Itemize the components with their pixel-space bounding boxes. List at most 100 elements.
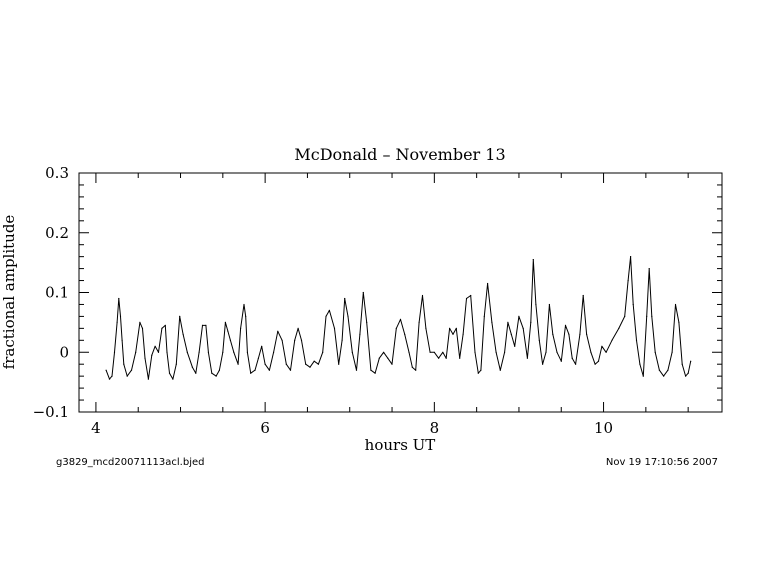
data-point (560, 360, 562, 362)
data-point (674, 303, 677, 306)
data-point (564, 324, 567, 326)
data-point (285, 363, 287, 365)
data-point (317, 363, 319, 365)
data-point (198, 351, 200, 353)
data-point (568, 333, 570, 335)
data-point (105, 369, 107, 371)
data-point (175, 363, 177, 365)
data-point (542, 363, 544, 365)
data-point (429, 351, 431, 353)
data-point (151, 354, 153, 356)
data-point (433, 351, 435, 353)
data-point (366, 321, 368, 323)
data-point (268, 369, 270, 371)
data-point (111, 375, 113, 377)
data-point (113, 351, 116, 353)
data-point (157, 351, 160, 353)
data-point (309, 366, 311, 368)
data-point (548, 303, 551, 306)
data-point (681, 363, 683, 365)
data-point (237, 363, 239, 365)
data-point (480, 369, 482, 371)
data-point (507, 321, 509, 323)
data-point (630, 256, 632, 258)
data-point (532, 259, 534, 261)
data-point (250, 372, 252, 374)
data-point (632, 303, 634, 306)
data-point (627, 280, 629, 282)
data-point (240, 327, 242, 329)
x-tick-label: 8 (430, 419, 440, 437)
data-point (687, 372, 689, 374)
data-point (191, 366, 193, 368)
data-point (487, 282, 489, 285)
data-point (605, 351, 607, 353)
data-point (477, 372, 479, 374)
data-point (387, 357, 389, 359)
data-point (442, 351, 444, 353)
data-point (491, 321, 493, 323)
data-point (462, 333, 464, 335)
data-point (211, 372, 213, 374)
data-point (383, 351, 385, 353)
data-point (399, 318, 402, 320)
data-point (495, 351, 497, 353)
data-point (347, 315, 349, 317)
data-point (281, 339, 283, 341)
data-point (411, 366, 413, 368)
data-point (654, 351, 656, 353)
x-tick-label: 4 (91, 419, 101, 437)
data-point (294, 339, 296, 341)
data-point (594, 363, 596, 365)
data-point (611, 339, 613, 341)
data-point (215, 375, 217, 377)
data-point (229, 339, 231, 341)
data-point (164, 324, 166, 326)
data-point (261, 345, 263, 347)
data-point (648, 268, 650, 270)
data-point (338, 363, 340, 365)
data-point (556, 351, 558, 353)
data-point (635, 339, 638, 341)
data-point (179, 315, 181, 317)
data-point (126, 375, 128, 377)
data-point (130, 369, 133, 371)
data-point (224, 321, 226, 323)
data-point (579, 333, 581, 335)
data-point (671, 351, 673, 353)
data-point (218, 369, 220, 371)
data-point (233, 351, 235, 353)
data-point (690, 360, 692, 362)
data-point (465, 297, 468, 300)
data-point (273, 351, 275, 353)
data-point (277, 330, 279, 332)
data-point (195, 372, 197, 374)
data-point (391, 363, 393, 365)
data-point (374, 372, 376, 374)
data-point (254, 369, 256, 371)
data-point (459, 357, 461, 359)
data-point (518, 315, 520, 317)
light-curve-line (105, 256, 692, 380)
data-point (449, 327, 451, 329)
data-point (362, 291, 364, 294)
data-point (552, 333, 554, 335)
data-point (341, 339, 343, 341)
data-point (642, 375, 644, 377)
data-point (452, 333, 454, 335)
data-point (455, 327, 457, 329)
x-tick-label: 6 (260, 419, 270, 437)
data-point (325, 315, 327, 317)
data-point (526, 357, 529, 359)
data-point (685, 375, 687, 377)
data-point (300, 339, 303, 341)
y-tick-label: 0 (59, 343, 69, 361)
data-point (582, 294, 584, 297)
data-point (535, 303, 537, 306)
y-tick-label: −0.1 (33, 403, 69, 421)
data-point (415, 369, 417, 371)
x-axis: 4 6 8 10 (91, 173, 689, 437)
x-tick-label: 10 (594, 419, 613, 437)
data-point (378, 357, 380, 359)
